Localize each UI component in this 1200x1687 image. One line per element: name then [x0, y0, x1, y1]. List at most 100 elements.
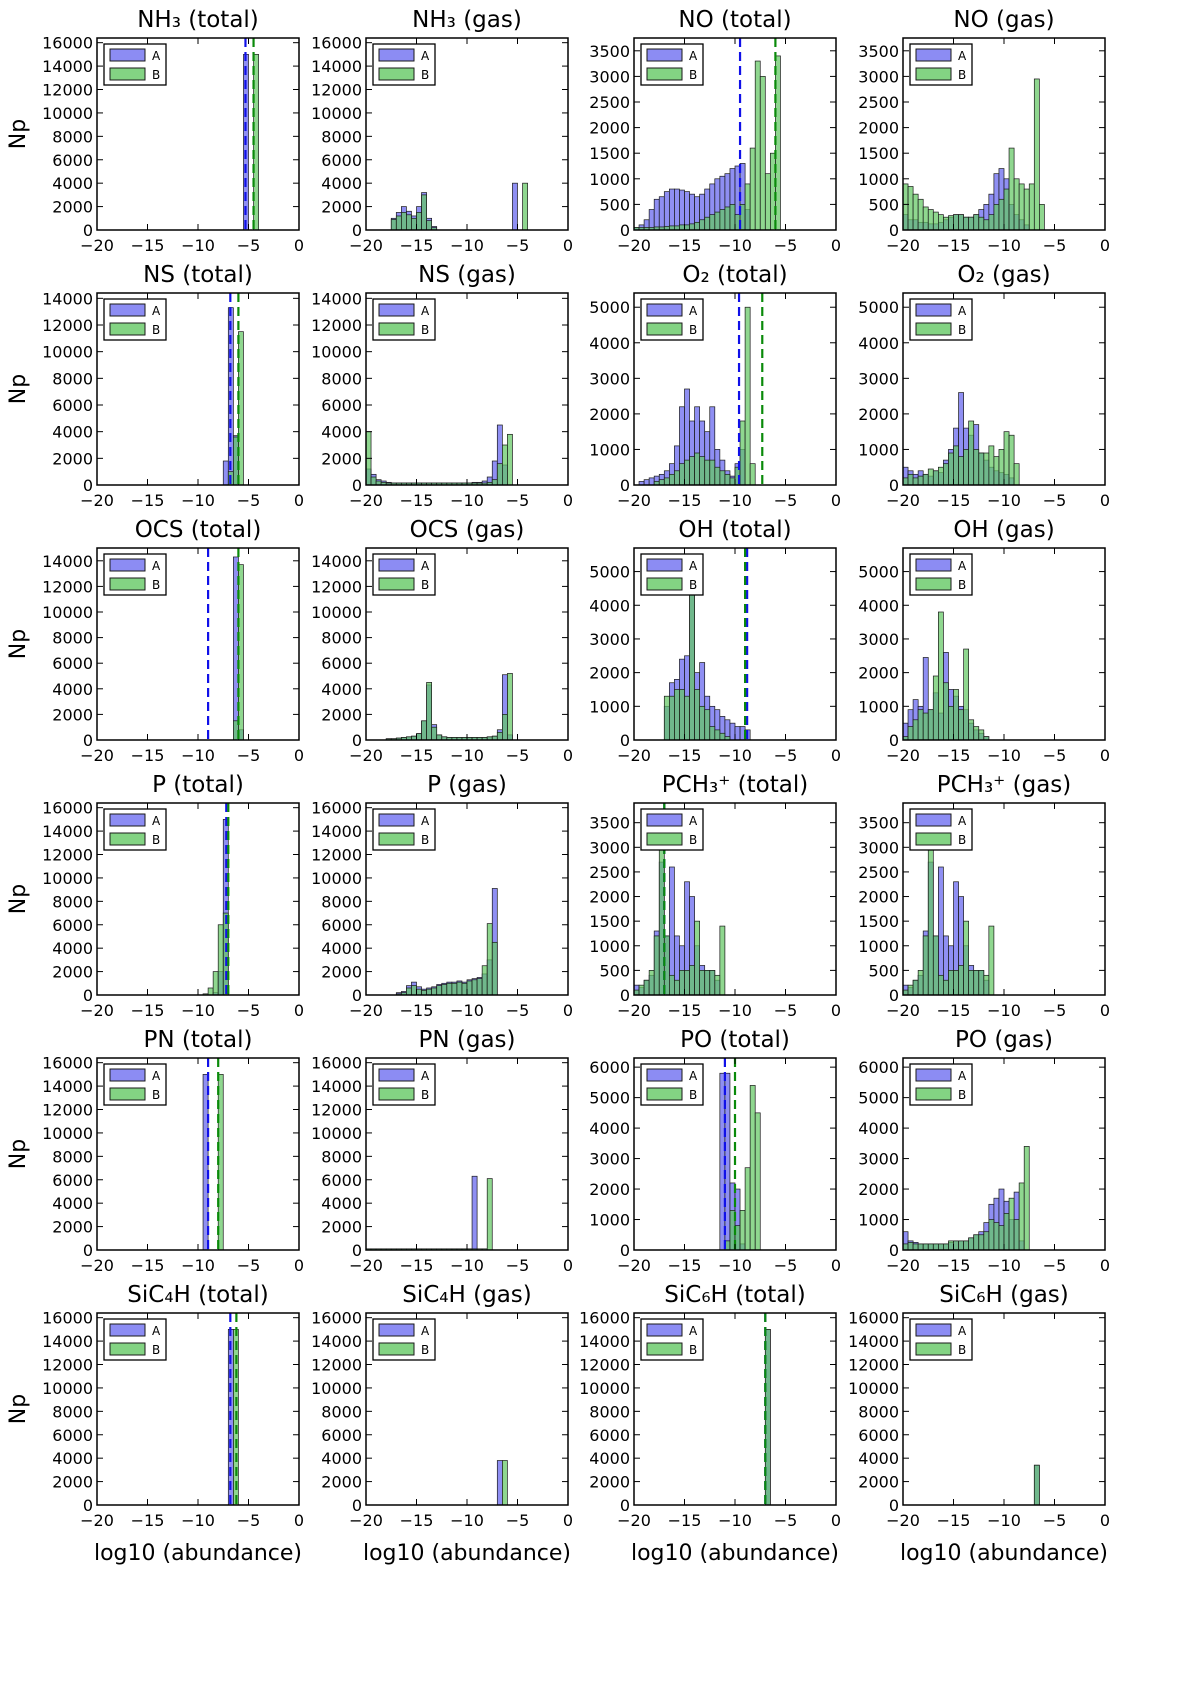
y-tick-label: 2000 [589, 1180, 630, 1199]
bar-B [958, 709, 964, 741]
bar-B [724, 206, 731, 231]
y-tick-label: 14000 [579, 1332, 630, 1351]
x-tick-label: −15 [668, 491, 702, 510]
panel-17: 0 2000 4000 6000 8000 10000 12000 14000 16000 −20… [6, 1027, 304, 1275]
y-tick-label: 12000 [311, 846, 362, 865]
legend-swatch-B [378, 577, 415, 591]
y-tick-label: 14000 [311, 552, 362, 571]
y-tick-label: 6000 [321, 151, 362, 170]
legend-swatch-A [109, 48, 146, 62]
bar-B [907, 186, 914, 231]
bar-B [719, 209, 726, 231]
bar-B [507, 673, 513, 741]
legend-label-B: B [421, 68, 429, 82]
bar-B [461, 982, 468, 996]
x-tick-label: 0 [831, 1256, 841, 1275]
legend-swatch-B [646, 67, 683, 81]
y-tick-label: 0 [352, 221, 362, 240]
bar-B [978, 216, 985, 231]
bar-B [978, 452, 985, 486]
bar-B [988, 1219, 995, 1251]
y-tick-label: 6000 [52, 1426, 93, 1445]
x-tick-label: −20 [617, 236, 651, 255]
bar-A [512, 182, 518, 231]
y-tick-label: 8000 [52, 1147, 93, 1166]
y-tick-label: 0 [83, 1496, 93, 1515]
x-tick-label: −10 [181, 236, 215, 255]
x-tick-label: −10 [987, 236, 1021, 255]
y-tick-label: 4000 [52, 1194, 93, 1213]
y-tick-label: 4000 [858, 334, 899, 353]
x-tick-label: −20 [80, 746, 114, 765]
bar-B [704, 216, 711, 231]
bar-A [658, 196, 665, 231]
x-tick-label: −10 [450, 746, 484, 765]
y-tick-label: 8000 [52, 1402, 93, 1421]
y-tick-label: 3000 [589, 838, 630, 857]
bar-B [963, 449, 969, 486]
y-tick-label: 3000 [589, 1150, 630, 1169]
bar-B [674, 689, 680, 741]
legend-label-B: B [958, 323, 966, 337]
legend: AB [103, 1318, 167, 1361]
x-tick-label: −10 [450, 236, 484, 255]
legend-swatch-B [915, 1087, 952, 1101]
y-tick-label: 12000 [42, 81, 93, 100]
bar-B [958, 1240, 964, 1251]
y-tick-label: 8000 [858, 1402, 899, 1421]
bar-B [466, 980, 473, 996]
legend-label-B: B [689, 68, 697, 82]
legend: AB [909, 1063, 973, 1106]
legend: AB [372, 298, 436, 341]
x-tick-label: −20 [886, 746, 920, 765]
legend-swatch-A [915, 1068, 952, 1082]
bar-B [217, 924, 224, 996]
bar-B [958, 456, 964, 486]
y-tick-label: 12000 [42, 846, 93, 865]
x-tick-label: −10 [987, 1001, 1021, 1020]
y-tick-label: 1500 [589, 144, 630, 163]
y-tick-label: 4000 [52, 680, 93, 699]
bar-B [714, 211, 721, 231]
legend: AB [372, 808, 436, 851]
y-tick-label: 12000 [311, 316, 362, 335]
legend-label-B: B [152, 1343, 160, 1357]
panel-title: PO (gas) [955, 1027, 1053, 1053]
y-tick-label: 0 [620, 1241, 630, 1260]
bar-B [993, 204, 1000, 231]
bar-B [932, 675, 939, 741]
panel-title: P (gas) [427, 772, 507, 798]
y-tick-label: 12000 [579, 1356, 630, 1375]
y-tick-label: 4000 [858, 1449, 899, 1468]
x-tick-label: −20 [886, 1001, 920, 1020]
legend-swatch-B [646, 577, 683, 591]
bar-B [653, 935, 660, 996]
x-tick-label: −20 [349, 746, 383, 765]
panel-title: NO (total) [678, 7, 791, 33]
legend-swatch-B [378, 1342, 415, 1356]
x-tick-label: −15 [400, 491, 434, 510]
panel-title: PCH₃⁺ (gas) [937, 772, 1072, 798]
legend-label-A: A [152, 559, 161, 573]
bar-B [674, 470, 680, 486]
y-tick-label: 12000 [42, 316, 93, 335]
panel-title: OCS (gas) [410, 517, 525, 543]
bar-B [963, 216, 969, 231]
bar-B [679, 224, 685, 231]
bar-B [764, 173, 771, 231]
bar-B [744, 306, 751, 486]
bar-B [968, 420, 975, 486]
panel-22: 0 2000 4000 6000 8000 10000 12000 14000 16000 −20… [311, 1282, 573, 1566]
legend-swatch-A [646, 303, 683, 317]
bar-B [694, 689, 700, 741]
panel-title: NS (gas) [418, 262, 516, 288]
y-tick-label: 14000 [42, 1077, 93, 1096]
bar-B [937, 1243, 944, 1251]
y-tick-label: 0 [620, 1496, 630, 1515]
y-tick-label: 0 [889, 476, 899, 495]
x-tick-label: −5 [1043, 746, 1067, 765]
y-tick-label: 6000 [52, 916, 93, 935]
legend: AB [909, 298, 973, 341]
y-tick-label: 8000 [321, 892, 362, 911]
y-tick-label: 2000 [321, 1473, 362, 1492]
